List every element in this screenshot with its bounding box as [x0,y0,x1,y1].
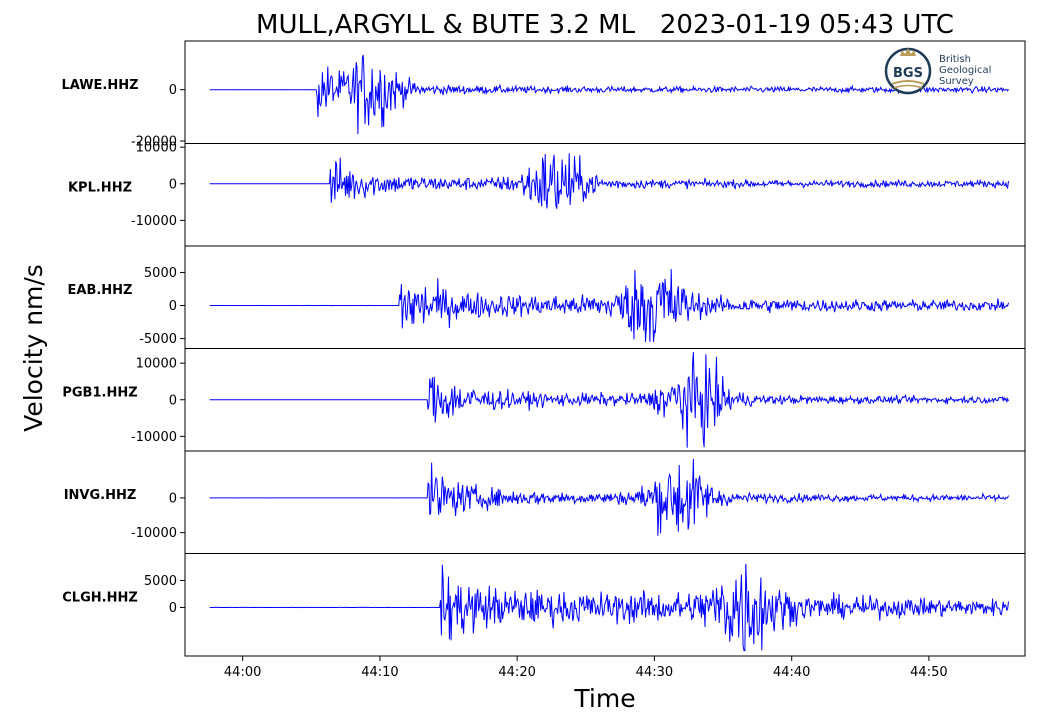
y-tick-label: 10000 [136,357,177,372]
panel-frame [184,450,1026,554]
station-label: INVG.HHZ [64,488,137,503]
y-tick-label: -20000 [131,134,177,149]
logo-text: Geological [939,65,991,76]
x-tick-label: 44:50 [910,665,947,680]
trace-panel: -20000 0 LAWE.HHZ [61,40,1026,149]
y-axis-label: Velocity nm/s [19,264,48,432]
trace-panel: -10000 0 INVG.HHZ [64,450,1026,554]
y-tick-label: 0 [169,177,177,192]
y-tick-label: 10000 [136,141,177,156]
x-tick-label: 44:30 [636,665,673,680]
station-label: KPL.HHZ [68,181,132,196]
y-tick-label: 0 [169,83,177,98]
station-label: LAWE.HHZ [61,78,138,93]
x-axis-label: Time [573,684,635,713]
y-tick-label: 0 [169,601,177,616]
x-tick-label: 44:20 [498,665,535,680]
chart-title: MULL,ARGYLL & BUTE 3.2 ML 2023-01-19 05:… [256,10,954,40]
trace-panels: -20000 0 LAWE.HHZ -10000 0 10000 KPL.HHZ -5000 0… [61,40,1026,657]
bgs-logo-icon: BGS [884,47,932,95]
y-tick-label: 5000 [144,574,177,589]
x-tick-label: 44:40 [773,665,810,680]
panel-frame [184,553,1026,657]
y-tick-label: -10000 [131,526,177,541]
station-label: CLGH.HHZ [62,591,138,606]
waveform-line [209,563,1009,652]
x-axis: 44:00 44:10 44:20 44:30 44:40 44:50 [224,656,948,680]
svg-text:BGS: BGS [893,66,923,81]
y-tick-label: 0 [169,491,177,506]
panel-frame [184,143,1026,247]
y-tick-label: -10000 [131,214,177,229]
waveform-line [209,458,1009,536]
panel-frame [184,245,1026,349]
trace-panel: -10000 0 10000 PGB1.HHZ [62,348,1026,452]
trace-panel: -10000 0 10000 KPL.HHZ [68,141,1026,247]
y-tick-label: 0 [169,393,177,408]
station-label: PGB1.HHZ [62,386,137,401]
trace-panel: -5000 0 5000 EAB.HHZ [68,245,1026,349]
waveform-line [209,153,1009,209]
logo-text: Survey [939,76,974,87]
waveform-line [209,269,1009,342]
x-tick-label: 44:10 [361,665,398,680]
trace-panel: 0 5000 CLGH.HHZ [62,553,1026,657]
logo-text: British [939,54,971,65]
y-tick-label: 5000 [144,266,177,281]
waveform-line [209,54,1009,135]
waveform-line [209,352,1009,448]
y-tick-label: -5000 [139,332,177,347]
y-tick-label: -10000 [131,430,177,445]
y-tick-label: 0 [169,299,177,314]
x-tick-label: 44:00 [224,665,261,680]
station-label: EAB.HHZ [68,283,133,298]
